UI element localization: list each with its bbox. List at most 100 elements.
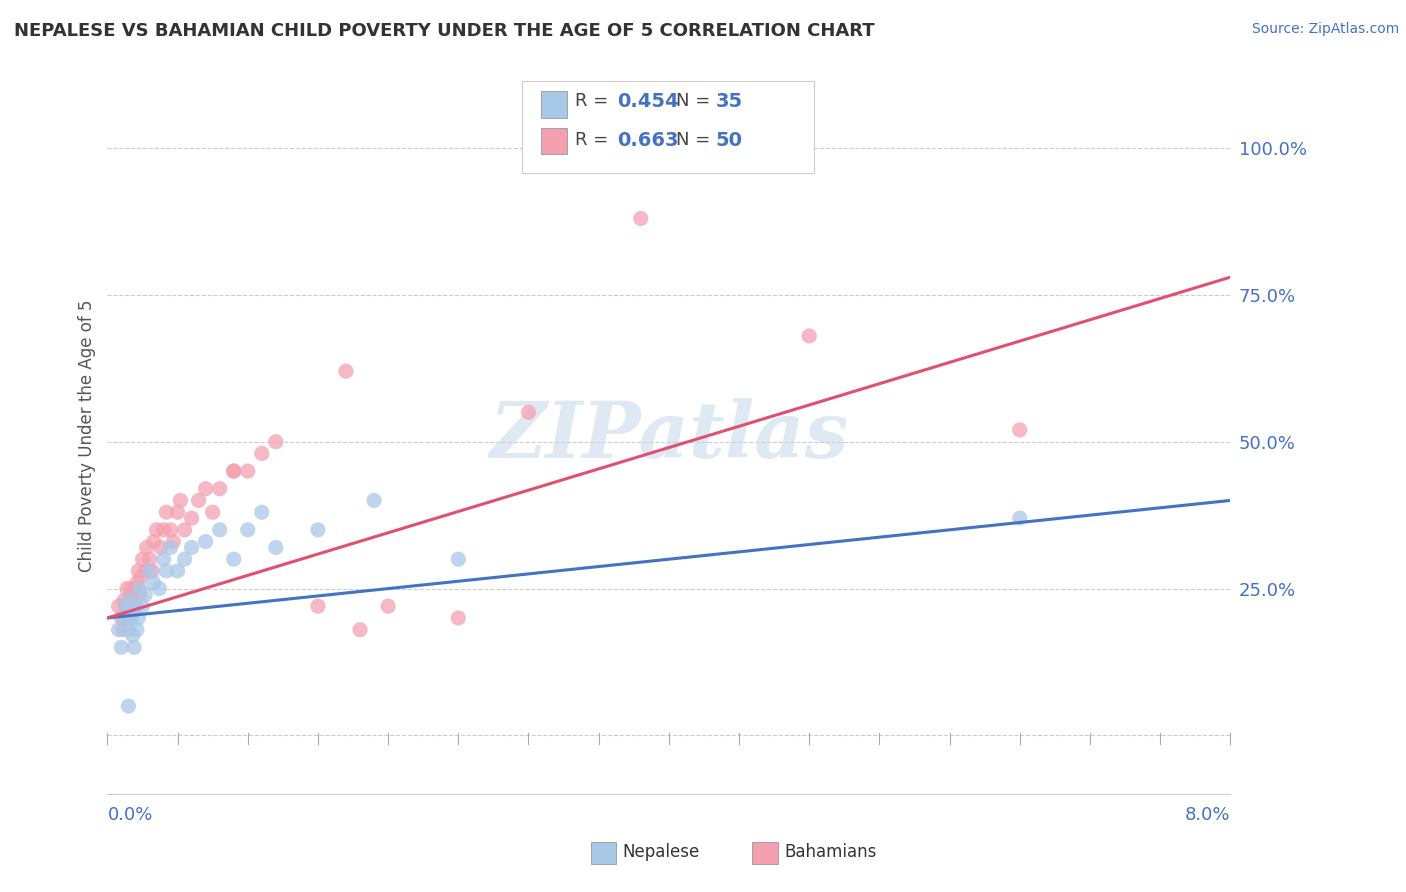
Point [125,623,148,637]
Point [1008,511,1031,525]
Point [180,541,202,555]
Point [125,575,148,590]
Point [447,552,470,566]
Point [107,623,129,637]
Point [141,564,163,578]
Point [194,534,217,549]
Point [131,599,153,614]
Point [201,505,224,519]
Point [222,464,245,478]
Point [222,552,245,566]
Point [131,552,153,566]
Point [114,599,136,614]
Point [363,493,385,508]
Text: NEPALESE VS BAHAMIAN CHILD POVERTY UNDER THE AGE OF 5 CORRELATION CHART: NEPALESE VS BAHAMIAN CHILD POVERTY UNDER… [14,22,875,40]
Point [111,623,134,637]
Point [630,211,652,226]
Point [124,582,146,596]
Point [208,523,231,537]
Point [517,405,540,419]
Point [152,552,174,566]
Text: N =: N = [676,92,716,110]
Point [166,564,188,578]
Point [138,564,160,578]
Point [173,552,195,566]
Point [264,541,287,555]
Point [138,552,160,566]
Text: ZIPatlas: ZIPatlas [489,398,849,474]
Point [120,611,142,625]
Point [222,464,245,478]
Point [112,593,135,607]
Text: 0.663: 0.663 [617,131,679,150]
Point [208,482,231,496]
Point [129,570,152,584]
Point [149,541,172,555]
Point [166,505,188,519]
Point [117,611,139,625]
Point [110,640,132,655]
Point [121,629,143,643]
Text: 0.0%: 0.0% [107,806,153,824]
Point [127,564,149,578]
Point [118,593,141,607]
Point [155,564,177,578]
Point [120,582,142,596]
Point [121,587,143,601]
Point [194,482,217,496]
Point [134,564,156,578]
Point [122,599,145,614]
Point [128,587,150,601]
Point [377,599,399,614]
Point [117,699,139,714]
Point [162,534,184,549]
Text: Nepalese: Nepalese [623,843,700,861]
Point [155,505,177,519]
Point [236,523,259,537]
Point [128,582,150,596]
Point [135,541,157,555]
Point [122,640,145,655]
Y-axis label: Child Poverty Under the Age of 5: Child Poverty Under the Age of 5 [79,300,96,572]
Point [152,523,174,537]
Point [142,575,165,590]
Point [799,329,821,343]
Text: 8.0%: 8.0% [1185,806,1230,824]
Point [115,582,138,596]
Point [250,505,273,519]
Point [447,611,470,625]
Text: 0.454: 0.454 [617,92,679,111]
Text: 50: 50 [716,131,742,150]
Text: Source: ZipAtlas.com: Source: ZipAtlas.com [1251,22,1399,37]
Point [114,599,136,614]
Point [117,623,139,637]
Text: R =: R = [575,131,614,149]
Point [148,582,170,596]
Point [159,541,181,555]
Point [127,611,149,625]
Point [236,464,259,478]
Text: 35: 35 [716,92,742,111]
Point [142,534,165,549]
Text: R =: R = [575,92,614,110]
Point [180,511,202,525]
Point [107,599,129,614]
Point [1008,423,1031,437]
Point [187,493,209,508]
Point [169,493,191,508]
Text: Bahamians: Bahamians [785,843,877,861]
Point [159,523,181,537]
Point [110,611,132,625]
Point [250,446,273,460]
Point [134,587,156,601]
Point [145,523,167,537]
Point [307,523,329,537]
Point [118,593,141,607]
Point [173,523,195,537]
Point [264,434,287,449]
Point [124,599,146,614]
Point [307,599,329,614]
Text: N =: N = [676,131,716,149]
Point [112,611,135,625]
Point [349,623,371,637]
